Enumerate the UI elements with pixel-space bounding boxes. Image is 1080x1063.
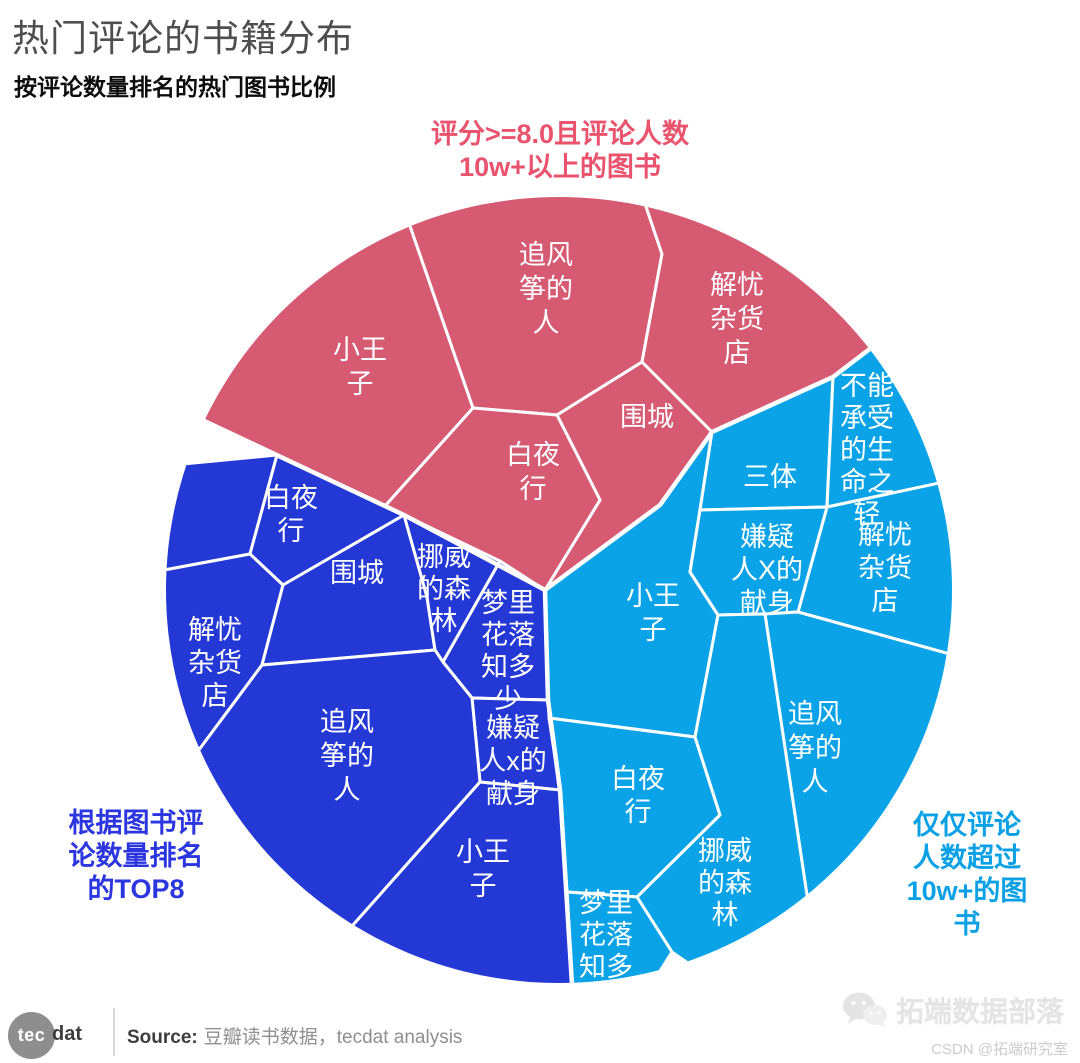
cell-label-zhuifengzheng-pink: 追风筝的人 bbox=[519, 240, 573, 338]
csdn-watermark: CSDN @拓端研究室 bbox=[931, 1041, 1068, 1058]
cell-labels-layer: 小王子追风筝的人解忧杂货店围城白夜行白夜行解忧杂货店围城挪威的森林梦里花落知多少… bbox=[188, 240, 912, 982]
cell-label-jieyou-cyan: 解忧杂货店 bbox=[858, 520, 912, 616]
cell-label-xiaowangzi-pink: 小王子 bbox=[333, 335, 387, 399]
cell-label-xiaowangzi-cyan: 小王子 bbox=[626, 581, 680, 645]
cell-label-zhuifengzheng-blue: 追风筝的人 bbox=[320, 707, 374, 805]
cell-label-xianyiren-cyan: 嫌疑人X的献身 bbox=[731, 522, 803, 618]
blue-cyan-border bbox=[542, 587, 576, 983]
cyan-group-label: 仅仅评论人数超过 10w+的图书 bbox=[907, 810, 1028, 939]
cell-label-baiyexing-cyan: 白夜行 bbox=[611, 764, 665, 827]
cell-label-baiyexing-blue: 白夜行 bbox=[264, 483, 318, 546]
pink-blue-border bbox=[178, 407, 548, 593]
cell-label-zhuifengzheng-cyan: 追风筝的人 bbox=[788, 699, 842, 797]
cell-label-shengmingzhiqing-cyan: 不能承受的生命之轻 bbox=[840, 371, 894, 529]
tecdat-logo-tec: tec bbox=[17, 1025, 46, 1045]
cell-label-jieyou-pink: 解忧杂货店 bbox=[710, 270, 764, 368]
cell-label-nuowei-blue: 挪威的森林 bbox=[417, 542, 471, 636]
tecdat-logo-dat: dat bbox=[52, 1023, 82, 1045]
wechat-icon bbox=[842, 992, 887, 1028]
cell-label-nuowei-cyan: 挪威的森林 bbox=[698, 836, 752, 930]
footer-divider bbox=[113, 1008, 115, 1056]
cell-label-jieyou-blue: 解忧杂货店 bbox=[188, 615, 242, 711]
watermark: 拓端数据部落 bbox=[842, 990, 1064, 1030]
sector-dividers-layer bbox=[178, 332, 891, 983]
cell-label-xiaowangzi-blue: 小王子 bbox=[456, 837, 510, 901]
cell-label-weicheng-blue: 围城 bbox=[330, 558, 384, 588]
source-text: 豆瓣读书数据，tecdat analysis bbox=[203, 1027, 463, 1048]
pink-cyan-border bbox=[542, 332, 891, 593]
cell-label-xianyiren-blue: 嫌疑人x的献身 bbox=[479, 713, 547, 809]
source-line: Source: 豆瓣读书数据，tecdat analysis bbox=[127, 1022, 462, 1049]
cell-label-mengli-blue: 梦里花落知多少 bbox=[481, 588, 535, 714]
source-label: Source: bbox=[127, 1027, 198, 1048]
footer: tec dat Source: 豆瓣读书数据，tecdat analysis bbox=[0, 1002, 1080, 1063]
cell-label-mengli-cyan: 梦里花落知多 bbox=[579, 888, 633, 982]
cell-label-santi-cyan: 三体 bbox=[743, 462, 797, 492]
pink-group-label: 评分>=8.0且评论人数 10w+以上的图书 bbox=[431, 119, 690, 182]
tecdat-logo: tec bbox=[8, 1012, 55, 1059]
blue-group-label: 根据图书评论数量排名的TOP8 bbox=[69, 808, 204, 904]
cell-baiyexing-pink[interactable] bbox=[383, 406, 602, 592]
watermark-brand: 拓端数据部落 bbox=[895, 996, 1064, 1027]
page-subtitle: 按评论数量排名的热门图书比例 bbox=[14, 74, 336, 100]
page-title: 热门评论的书籍分布 bbox=[12, 18, 354, 59]
cell-label-baiyexing-pink: 白夜行 bbox=[506, 440, 560, 504]
cell-label-weicheng-pink: 围城 bbox=[620, 402, 674, 432]
